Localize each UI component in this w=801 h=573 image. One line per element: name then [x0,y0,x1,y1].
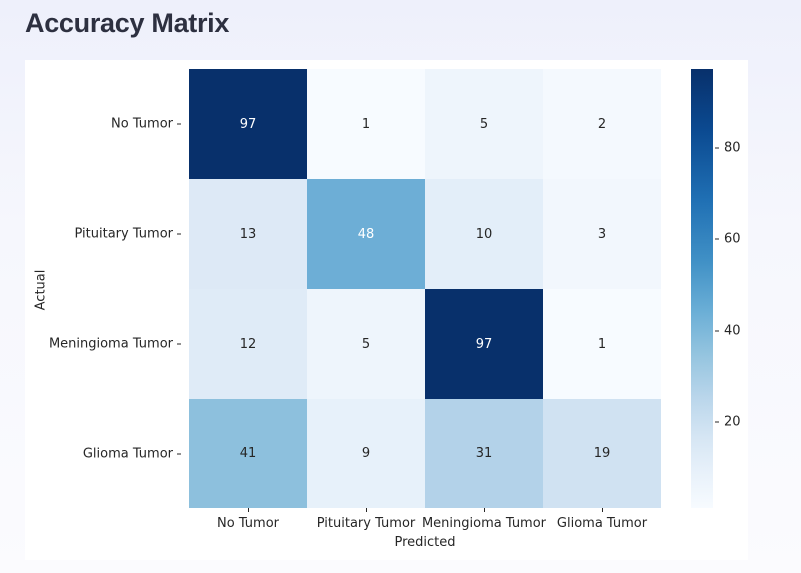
x-tick-label: Pituitary Tumor [316,516,416,531]
matrix-cell: 31 [425,399,543,508]
confusion-matrix-heatmap: 97 1 5 2 13 48 10 3 12 5 97 1 41 9 31 19 [189,69,661,508]
matrix-cell: 48 [307,179,425,289]
colorbar-tick: 80 [715,141,741,156]
matrix-cell: 41 [189,399,307,508]
chart-card: 97 1 5 2 13 48 10 3 12 5 97 1 41 9 31 19… [25,60,748,560]
matrix-cell: 13 [189,179,307,289]
colorbar-tick: 20 [715,415,741,430]
matrix-cell: 2 [543,69,661,179]
colorbar [691,69,713,508]
colorbar-tick: 60 [715,232,741,247]
matrix-cell: 1 [543,289,661,399]
x-tick-mark [366,508,367,512]
matrix-cell: 97 [189,69,307,179]
x-tick-label: Meningioma Tumor [421,516,547,531]
matrix-cell: 5 [425,69,543,179]
matrix-cell: 1 [307,69,425,179]
x-tick-label: No Tumor [217,516,279,531]
y-tick-label: Pituitary Tumor [74,227,181,242]
x-axis-title: Predicted [394,535,456,550]
colorbar-tick: 40 [715,324,741,339]
x-tick-mark [484,508,485,512]
x-tick-label: Glioma Tumor [556,516,648,531]
matrix-cell: 19 [543,399,661,508]
page-title: Accuracy Matrix [25,8,230,38]
x-tick-mark [248,508,249,512]
matrix-cell: 12 [189,289,307,399]
x-tick-mark [602,508,603,512]
y-axis-title: Actual [33,269,49,311]
y-tick-label: Meningioma Tumor [49,337,181,352]
matrix-cell: 3 [543,179,661,289]
y-tick-label: No Tumor [111,117,181,132]
matrix-cell: 10 [425,179,543,289]
matrix-cell: 5 [307,289,425,399]
matrix-cell: 9 [307,399,425,508]
y-tick-label: Glioma Tumor [83,447,181,462]
matrix-cell: 97 [425,289,543,399]
